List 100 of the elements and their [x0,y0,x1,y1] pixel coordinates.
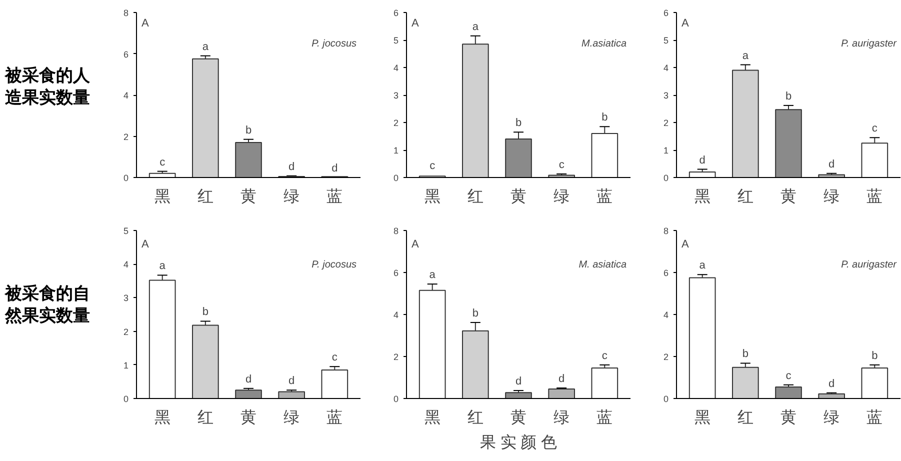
annotation: M. asiatica [578,260,627,270]
x-tick-label: 红 [467,410,484,426]
y-tick-label: 1 [663,146,669,156]
y-tick-label: 2 [663,352,669,362]
y-tick-label: 4 [393,310,399,320]
y-tick-label: 2 [393,352,399,362]
annotation: d [515,376,522,388]
annotation: A [142,238,150,250]
y-tick-label: 0 [393,394,399,404]
x-tick-label: 黄 [780,408,796,426]
x-tick-label: 黑 [694,410,710,426]
x-tick-label: 绿 [284,188,300,206]
annotation: A [682,18,690,30]
annotation: c [558,158,565,171]
x-tick-label: 黑 [694,188,710,206]
y-tick-label: 1 [393,146,399,156]
annotation: d [558,373,565,385]
x-tick-label: 红 [467,188,484,206]
x-tick-label: 蓝 [866,408,883,426]
y-tick-label: 3 [393,90,399,100]
annotation: a [472,20,480,33]
y-tick-label: 5 [393,36,399,46]
y-tick-label: 5 [123,226,129,236]
annotation: P. aurigaster [841,260,898,270]
annotation: b [742,348,748,360]
y-tick-label: 6 [393,268,399,278]
y-tick-label: 0 [663,394,669,404]
y-tick-label: 0 [123,394,129,404]
y-tick-label: 2 [123,326,129,337]
y-tick-label: 8 [393,226,399,236]
annotation: A [682,238,690,250]
x-tick-label: 绿 [554,188,570,206]
annotation: P. jocosus [312,260,356,270]
x-tick-label: 绿 [824,410,840,426]
y-tick-label: 2 [123,132,129,142]
annotation: c [872,122,878,135]
annotation: c [430,160,436,172]
y-axis-title: 被采食的自然果实数量 [5,283,91,328]
annotation: d [245,373,252,386]
x-tick-label: 蓝 [866,188,883,206]
y-tick-label: 0 [393,173,399,183]
annotation: c [602,350,608,362]
annotation: b [872,350,878,362]
y-tick-label: 4 [663,310,669,320]
x-axis-title: 果 实 颜 色 [480,434,558,452]
y-tick-label: 2 [663,118,669,128]
annotation: A [412,238,420,250]
x-tick-label: 绿 [824,188,840,206]
x-tick-label: 黑 [424,188,440,206]
annotation: d [288,160,295,173]
annotation: A [142,18,150,30]
y-tick-label: 4 [123,260,129,270]
y-tick-label: 0 [663,173,669,183]
y-tick-label: 2 [393,118,399,128]
annotation: a [202,40,210,53]
annotation: b [602,112,608,124]
x-tick-label: 蓝 [326,188,343,206]
x-tick-label: 绿 [554,410,570,426]
annotation: P. jocosus [312,38,356,50]
annotation: c [332,352,338,364]
y-tick-label: 3 [123,293,129,304]
y-tick-label: 4 [123,90,129,100]
x-tick-label: 黄 [240,408,256,426]
y-tick-label: 4 [663,63,669,73]
annotation: a [159,260,166,272]
x-tick-label: 红 [197,188,214,206]
y-tick-label: 6 [393,8,399,18]
annotation: c [786,370,792,382]
x-tick-label: 红 [737,188,754,206]
annotation: A [412,18,420,30]
x-tick-label: 绿 [284,410,300,426]
annotation: b [245,124,252,136]
x-tick-label: 蓝 [596,408,613,426]
annotation: a [699,260,706,272]
annotation: b [472,307,478,320]
x-tick-label: 黑 [154,410,170,426]
annotation: b [785,90,792,102]
annotation: P. aurigaster [841,38,898,50]
y-tick-label: 5 [663,36,669,46]
annotation: d [332,162,338,174]
x-tick-label: 蓝 [326,408,343,426]
annotation: d [828,158,835,170]
y-axis-title: 被采食的人造果实数量 [5,65,91,110]
y-tick-label: 6 [663,268,669,278]
y-tick-label: 6 [123,49,129,60]
x-tick-label: 黄 [780,188,796,206]
x-tick-label: 蓝 [596,188,613,206]
annotation: a [742,50,750,62]
annotation: d [828,378,835,390]
annotation: b [202,306,208,318]
y-tick-label: 8 [123,8,129,18]
annotation: d [699,154,706,166]
annotation: a [429,269,436,282]
y-tick-label: 6 [663,8,669,18]
annotation: M.asiatica [581,38,627,50]
y-tick-label: 4 [393,63,399,73]
x-tick-label: 黑 [424,410,440,426]
y-tick-label: 1 [123,360,129,370]
x-tick-label: 红 [197,410,214,426]
y-tick-label: 0 [123,173,129,183]
